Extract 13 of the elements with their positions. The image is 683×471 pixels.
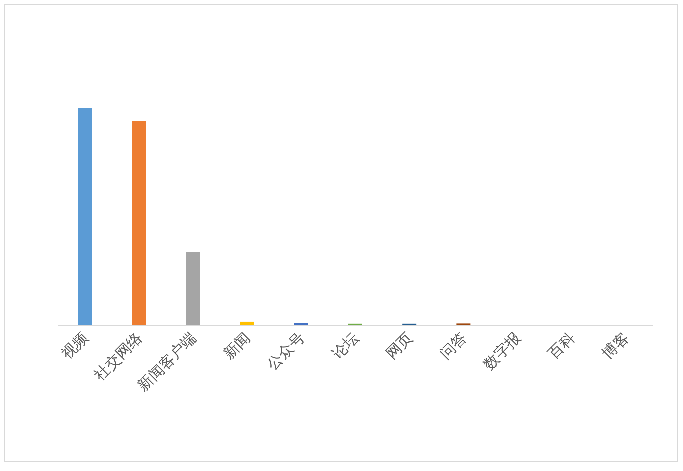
x-tick-label: 论坛 [328, 329, 362, 364]
x-tick-label: 网页 [382, 329, 416, 364]
x-tick-label: 问答 [436, 329, 471, 364]
x-tick-label: 视频 [58, 329, 92, 364]
bar [78, 108, 92, 325]
bar [132, 121, 146, 325]
x-tick-label: 博客 [598, 329, 633, 364]
x-tick-label: 新闻 [220, 329, 254, 364]
bar [186, 252, 200, 325]
x-tick-label: 公众号 [264, 329, 308, 374]
bar [240, 322, 254, 325]
x-tick-label: 百科 [544, 329, 579, 364]
x-tick-label: 数字报 [480, 329, 525, 374]
